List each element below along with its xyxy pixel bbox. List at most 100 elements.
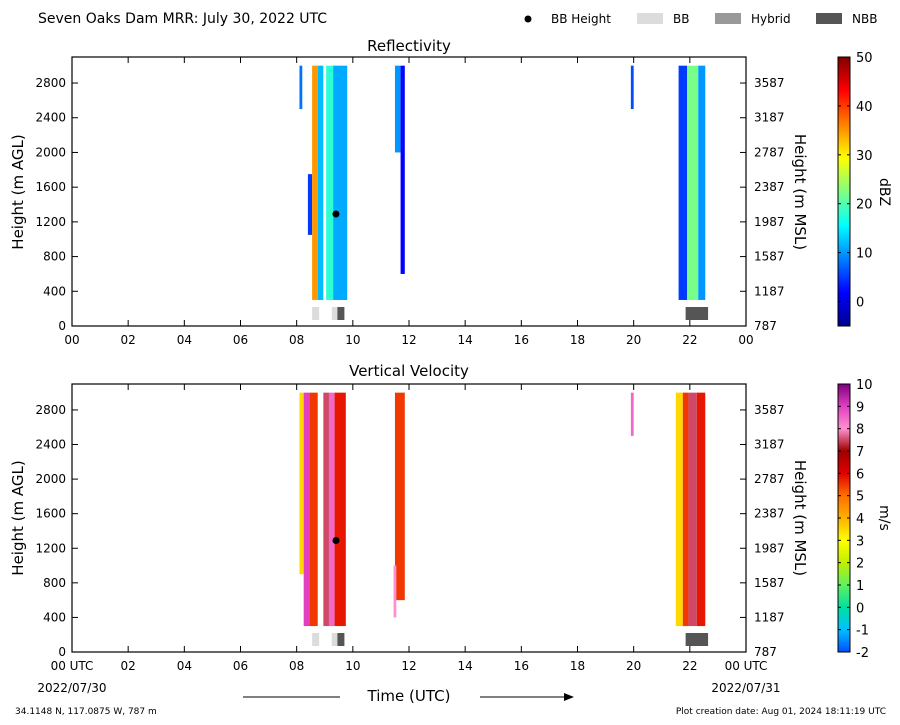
x-tick-label: 18 [570, 333, 585, 347]
colorbar-tick-label: 40 [856, 100, 873, 115]
y-tick-label-left: 2400 [35, 438, 66, 452]
y-tick-label-left: 2000 [35, 472, 66, 486]
data-band [323, 392, 329, 627]
creation-date-text: Plot creation date: Aug 01, 2024 18:11:1… [676, 707, 886, 717]
location-text: 34.1148 N, 117.0875 W, 787 m [15, 707, 157, 717]
colorbar-tick-label: 1 [856, 579, 864, 594]
legend-hybrid-label: Hybrid [751, 12, 791, 26]
bb-height-point [332, 536, 340, 544]
x-tick-label: 20 [626, 333, 641, 347]
x-tick-label: 12 [401, 333, 416, 347]
y-tick-label-left: 1200 [35, 215, 66, 229]
bb-class-block [331, 307, 338, 320]
x-tick-label: 14 [458, 333, 473, 347]
data-band [317, 65, 324, 300]
y-tick-label-left: 1600 [35, 507, 66, 521]
data-band [688, 392, 697, 627]
data-band [696, 392, 706, 627]
x-tick-label: 16 [514, 333, 529, 347]
data-band [309, 392, 318, 627]
y-tick-label-right: 3187 [754, 438, 785, 452]
reflectivity-ylabel-right: Height (m MSL) [791, 134, 809, 250]
y-tick-label-right: 1987 [754, 215, 785, 229]
data-band [393, 565, 397, 618]
x-tick-label: 04 [177, 333, 192, 347]
velocity-ylabel-right: Height (m MSL) [791, 460, 809, 576]
reflectivity-colorbar-label: dBZ [876, 178, 892, 206]
time-arrow-head [564, 693, 574, 701]
x-tick-label: 08 [289, 333, 304, 347]
bb-class-block [312, 633, 320, 646]
y-tick-label-right: 3587 [754, 403, 785, 417]
y-tick-label-right: 787 [754, 319, 777, 333]
x-tick-label: 14 [458, 659, 473, 673]
bb-class-block [685, 633, 709, 646]
reflectivity-title: Reflectivity [367, 37, 451, 55]
colorbar-tick-label: 30 [856, 149, 873, 164]
y-tick-label-right: 1187 [754, 284, 785, 298]
x-tick-label: 00 UTC [51, 659, 94, 673]
velocity-ylabel-left: Height (m AGL) [9, 460, 27, 575]
bb-class-block [337, 307, 345, 320]
y-tick-label-left: 800 [43, 576, 66, 590]
y-tick-label-right: 1587 [754, 576, 785, 590]
data-band [678, 65, 688, 300]
data-band [299, 65, 303, 110]
legend-bb-height-label: BB Height [551, 12, 611, 26]
x-date-right: 2022/07/31 [711, 681, 780, 695]
colorbar-tick-label: 50 [856, 51, 873, 66]
data-band [334, 392, 346, 627]
y-tick-label-left: 800 [43, 250, 66, 264]
y-tick-label-left: 2800 [35, 403, 66, 417]
bb-class-block [337, 633, 345, 646]
data-band [333, 65, 348, 300]
y-tick-label-left: 400 [43, 610, 66, 624]
plot-frame [71, 56, 747, 327]
y-tick-label-right: 1587 [754, 250, 785, 264]
x-tick-label: 22 [682, 333, 697, 347]
velocity-title: Vertical Velocity [349, 362, 469, 380]
data-band [400, 65, 405, 274]
x-tick-label: 00 UTC [725, 659, 768, 673]
colorbar-tick-label: -1 [856, 624, 869, 639]
y-tick-label-left: 2000 [35, 145, 66, 159]
x-tick-label: 06 [233, 333, 248, 347]
colorbar-tick-label: 2 [856, 557, 864, 572]
data-band [687, 65, 699, 300]
colorbar-tick-label: 20 [856, 198, 873, 213]
colorbar-tick-label: 10 [856, 378, 873, 393]
velocity-panel: Vertical Velocity Height (m AGL) Height … [9, 362, 892, 695]
colorbar-tick-label: 0 [856, 601, 864, 616]
colorbar-tick-label: 5 [856, 490, 864, 505]
colorbar-tick-label: 9 [856, 400, 864, 415]
x-tick-label: 10 [345, 659, 360, 673]
bb-height-point [332, 210, 340, 218]
x-tick-label: 08 [289, 659, 304, 673]
data-band [328, 392, 335, 627]
y-tick-label-right: 1187 [754, 610, 785, 624]
data-band [394, 392, 405, 601]
y-tick-label-right: 2387 [754, 180, 785, 194]
y-tick-label-right: 1987 [754, 541, 785, 555]
colorbar-tick-label: 3 [856, 534, 864, 549]
x-tick-label: 04 [177, 659, 192, 673]
data-band [307, 174, 313, 235]
colorbar [837, 56, 851, 327]
data-band [630, 65, 634, 110]
y-tick-label-left: 400 [43, 284, 66, 298]
data-band [682, 392, 689, 627]
x-tick-label: 00 [738, 333, 753, 347]
x-tick-label: 12 [401, 659, 416, 673]
y-tick-label-right: 3587 [754, 76, 785, 90]
colorbar-tick-label: 8 [856, 423, 864, 438]
legend-nbb-swatch [816, 13, 842, 24]
x-tick-label: 06 [233, 659, 248, 673]
x-tick-label: 02 [121, 333, 136, 347]
x-tick-label: 16 [514, 659, 529, 673]
y-tick-label-left: 2800 [35, 76, 66, 90]
y-tick-label-right: 787 [754, 645, 777, 659]
legend-bb-swatch [637, 13, 663, 24]
y-tick-label-left: 0 [58, 645, 66, 659]
y-tick-label-left: 1600 [35, 180, 66, 194]
x-date-left: 2022/07/30 [37, 681, 106, 695]
